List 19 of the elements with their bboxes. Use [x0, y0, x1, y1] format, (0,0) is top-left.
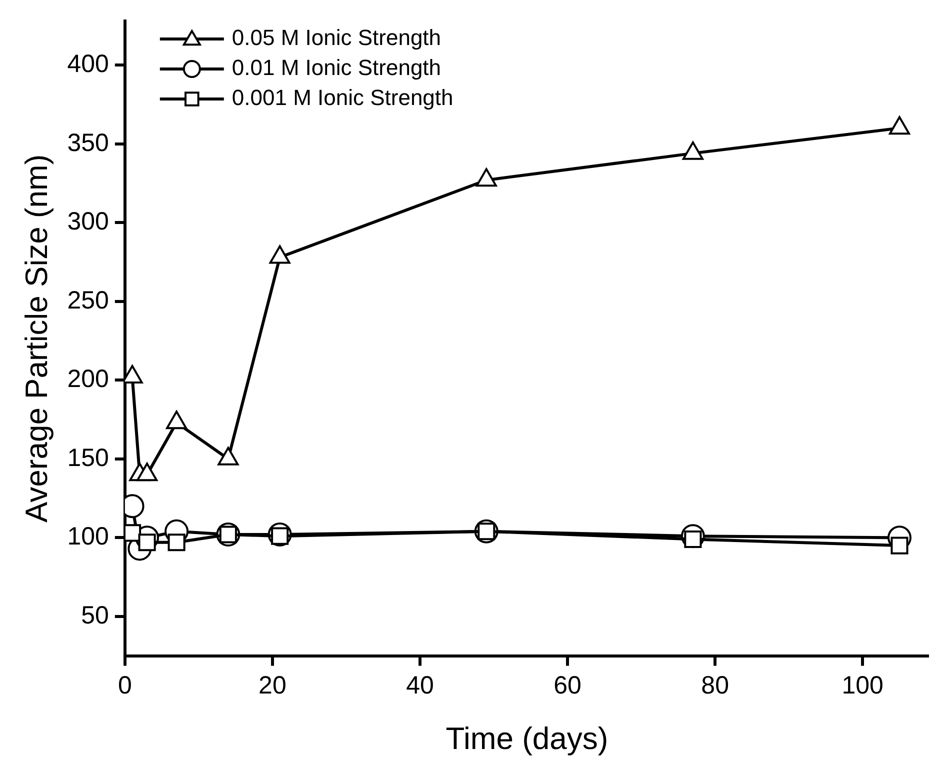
- legend-label: 0.01 M Ionic Strength: [232, 55, 442, 80]
- x-tick-label: 60: [554, 672, 582, 700]
- y-tick-label: 300: [67, 208, 109, 236]
- y-tick-label: 350: [67, 128, 109, 157]
- y-tick-label: 100: [67, 522, 109, 551]
- y-tick-label: 400: [67, 50, 109, 78]
- x-tick-label: 20: [258, 672, 286, 700]
- y-tick-label: 250: [67, 286, 109, 314]
- y-tick-label: 200: [67, 365, 109, 394]
- legend-label: 0.001 M Ionic Strength: [232, 85, 454, 110]
- x-tick-label: 0: [118, 672, 132, 700]
- y-axis-title: Average Particle Size (nm): [19, 154, 54, 522]
- x-tick-label: 100: [842, 672, 884, 700]
- x-tick-label: 40: [406, 672, 434, 700]
- x-axis-title: Time (days): [446, 720, 608, 756]
- x-tick-label: 80: [701, 672, 729, 700]
- legend-label: 0.05 M Ionic Strength: [232, 25, 442, 50]
- y-tick-label: 50: [81, 601, 109, 630]
- y-tick-label: 150: [67, 444, 109, 472]
